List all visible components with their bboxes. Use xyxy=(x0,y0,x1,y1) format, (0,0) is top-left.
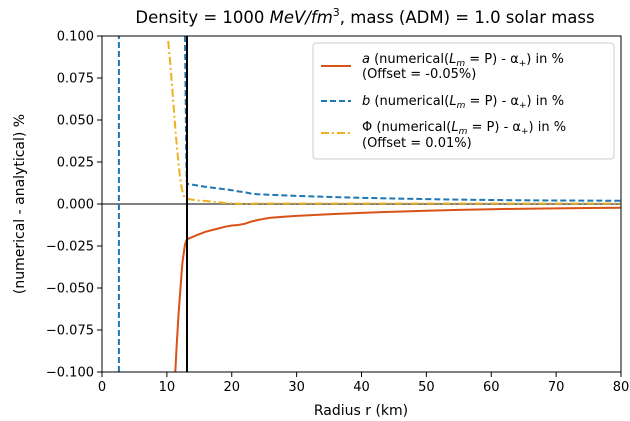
legend-a-rest: (numerical( xyxy=(370,52,449,67)
series-a-line xyxy=(174,206,621,372)
title-unit-exponent: 3 xyxy=(333,6,340,19)
x-tick-label: 50 xyxy=(418,380,435,395)
y-tick-label: −0.050 xyxy=(46,282,94,297)
x-tick-label: 60 xyxy=(483,380,500,395)
y-tick-label: −0.075 xyxy=(46,324,94,339)
x-tick-label: 70 xyxy=(548,380,565,395)
legend-phi-eq: = P) - α xyxy=(467,120,521,135)
legend-phi-plus: + xyxy=(521,127,529,137)
x-tick-label: 0 xyxy=(98,380,106,395)
y-tick-label: −0.100 xyxy=(46,366,94,381)
legend-b-rest: (numerical( xyxy=(370,94,449,109)
legend-b-l: L xyxy=(449,94,456,109)
series-layer xyxy=(117,36,621,372)
y-tick-label: 0.000 xyxy=(57,198,94,213)
title-prefix: Density = 1000 xyxy=(135,8,269,27)
y-tick-label: 0.100 xyxy=(57,30,94,45)
y-tick-label: 0.075 xyxy=(57,72,94,87)
x-axis-label: Radius r (km) xyxy=(314,403,408,419)
legend-label-a: a (numerical(Lm = P) - α+) in % xyxy=(362,52,564,69)
legend-box xyxy=(312,42,615,160)
x-tick-label: 20 xyxy=(223,380,240,395)
y-tick-label: −0.025 xyxy=(46,240,94,255)
legend-a-plus: + xyxy=(519,59,527,69)
x-tick-label: 30 xyxy=(288,380,305,395)
legend-a-var: a xyxy=(362,52,370,67)
y-tick-label: 0.050 xyxy=(57,114,94,129)
legend-phi-var: Φ xyxy=(362,120,372,135)
legend-phi-sub: m xyxy=(459,127,468,137)
title-unit: MeV/fm xyxy=(270,8,333,27)
x-tick-label: 80 xyxy=(613,380,630,395)
legend-label-phi: Φ (numerical(Lm = P) - α+) in % xyxy=(362,120,566,137)
legend-a-l: L xyxy=(449,52,456,67)
y-axis-label: (numerical - analytical) % xyxy=(12,114,28,294)
legend-b-tail: ) in % xyxy=(527,94,565,109)
chart-title: Density = 1000 MeV/fm3, mass (ADM) = 1.0… xyxy=(135,6,594,27)
legend: a (numerical(Lm = P) - α+) in % (Offset … xyxy=(312,42,615,160)
x-tick-label: 10 xyxy=(159,380,176,395)
legend-b-var: b xyxy=(362,94,370,109)
legend-b-eq: = P) - α xyxy=(465,94,519,109)
legend-label-b: b (numerical(Lm = P) - α+) in % xyxy=(362,94,564,111)
legend-b-sub: m xyxy=(457,101,466,111)
series-b-line-2 xyxy=(184,36,621,202)
legend-a-tail: ) in % xyxy=(526,52,564,67)
series-phi-line xyxy=(167,40,621,205)
legend-label-phi-offset: (Offset = 0.01%) xyxy=(362,136,472,151)
legend-b-plus: + xyxy=(519,101,527,111)
x-ticks: 0 10 20 30 40 50 60 70 80 xyxy=(98,372,629,395)
title-suffix: , mass (ADM) = 1.0 solar mass xyxy=(340,8,595,27)
y-ticks: −0.100 −0.075 −0.050 −0.025 0.000 0.025 0.050 0… xyxy=(46,30,102,381)
legend-a-eq: = P) - α xyxy=(465,52,519,67)
legend-a-sub: m xyxy=(456,59,465,69)
legend-label-a-offset: (Offset = -0.05%) xyxy=(362,67,476,82)
x-tick-label: 40 xyxy=(353,380,370,395)
legend-phi-tail: ) in % xyxy=(529,120,567,135)
y-tick-label: 0.025 xyxy=(57,156,94,171)
legend-phi-rest: (numerical( xyxy=(372,120,451,135)
legend-phi-l: L xyxy=(451,120,458,135)
